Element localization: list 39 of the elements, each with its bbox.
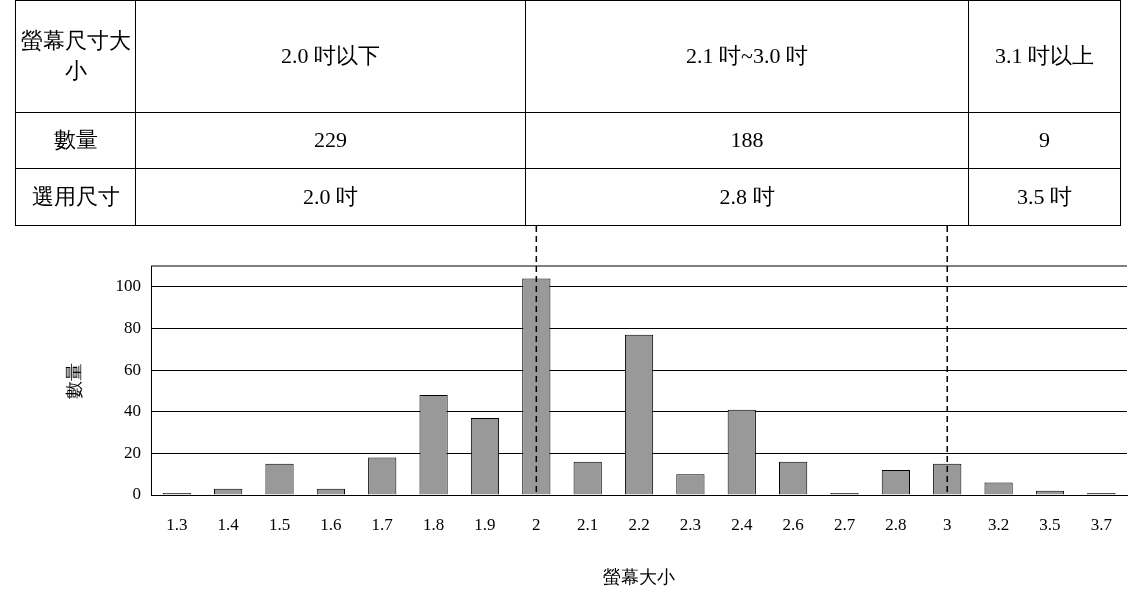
x-tick-label: 3 <box>942 514 952 534</box>
x-axis-title: 螢幕大小 <box>603 567 676 588</box>
text: 螢幕尺寸大小 <box>15 0 136 113</box>
category-label: 選用尺寸 <box>31 184 120 210</box>
text: 3.5 吋 <box>1017 184 1072 210</box>
category-label: 2.1 吋~3.0 吋 <box>525 0 969 113</box>
y-tick-label: 80 <box>124 317 142 337</box>
text: 2.0 吋 <box>303 184 358 210</box>
y-tick-label: 20 <box>124 442 142 462</box>
y-tick-label: 0 <box>132 484 142 504</box>
x-tick-label: 2.2 <box>628 514 650 534</box>
x-tick-label: 1.3 <box>166 514 188 534</box>
x-tick-label: 1.5 <box>268 514 291 534</box>
x-tick-label: 1.8 <box>422 514 445 534</box>
text: 2.8 吋 <box>719 184 775 210</box>
category-label: 數量 <box>53 127 98 153</box>
x-tick-label: 2.8 <box>885 514 907 534</box>
x-tick-label: 1.6 <box>320 514 342 534</box>
x-tick-label: 2.4 <box>731 514 753 534</box>
text: 229 <box>314 127 347 153</box>
x-tick-label: 1.4 <box>217 514 240 534</box>
category-label: 3.1 吋以上 <box>968 0 1121 113</box>
x-tick-label: 3.7 <box>1090 514 1113 534</box>
x-tick-label: 2 <box>532 514 541 534</box>
x-tick-label: 3.2 <box>987 514 1010 534</box>
x-tick-label: 2.3 <box>679 514 702 534</box>
x-tick-label: 1.9 <box>474 514 496 534</box>
y-axis-title: 數量 <box>63 362 84 399</box>
x-tick-label: 2.7 <box>833 514 856 534</box>
y-tick-label: 100 <box>115 276 142 296</box>
x-tick-label: 1.7 <box>371 514 394 534</box>
y-tick-label: 60 <box>124 359 142 379</box>
x-tick-label: 2.6 <box>782 514 804 534</box>
y-tick-label: 40 <box>124 401 142 421</box>
category-label: 2.0 吋以下 <box>135 0 526 113</box>
text: 9 <box>1039 127 1050 153</box>
x-tick-label: 3.5 <box>1039 514 1061 534</box>
x-tick-label: 2.1 <box>577 514 599 534</box>
text: 188 <box>730 127 764 153</box>
